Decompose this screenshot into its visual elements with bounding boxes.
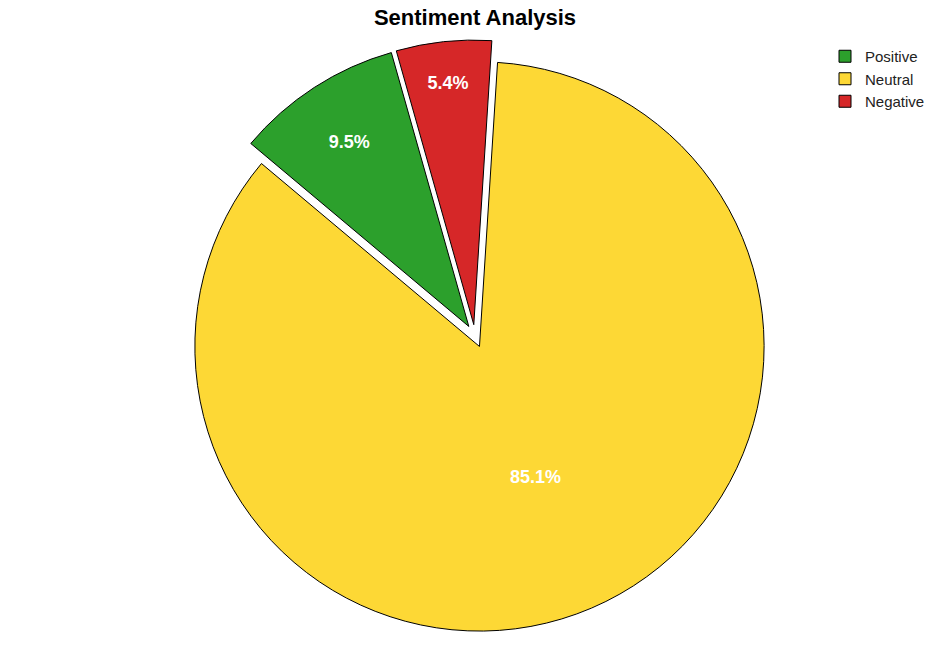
svg-text:Neutral: Neutral	[865, 71, 913, 88]
svg-text:Positive: Positive	[865, 48, 918, 65]
svg-text:Sentiment Analysis: Sentiment Analysis	[374, 5, 576, 30]
svg-text:Negative: Negative	[865, 93, 924, 110]
svg-text:5.4%: 5.4%	[427, 73, 468, 93]
svg-text:9.5%: 9.5%	[329, 132, 370, 152]
svg-text:85.1%: 85.1%	[510, 467, 561, 487]
